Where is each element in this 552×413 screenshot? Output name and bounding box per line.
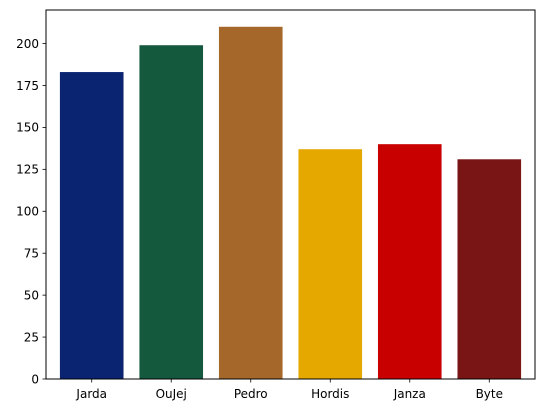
- x-tick-label: Janza: [393, 387, 426, 401]
- y-tick-label: 50: [24, 288, 39, 302]
- y-tick-label: 150: [16, 121, 39, 135]
- bar-byte: [457, 159, 522, 379]
- bar-jarda: [59, 72, 124, 379]
- y-tick-label: 0: [31, 372, 39, 386]
- x-tick-label: Jarda: [75, 387, 107, 401]
- x-tick-label: OuJej: [156, 387, 187, 401]
- y-tick-label: 100: [16, 205, 39, 219]
- y-tick-label: 175: [16, 79, 39, 93]
- x-tick-label: Byte: [476, 387, 503, 401]
- y-tick-label: 125: [16, 163, 39, 177]
- y-axis: 0 25 50 75 100 125 150 175 200: [16, 37, 46, 386]
- bar-hordis: [298, 149, 363, 379]
- y-tick-label: 200: [16, 37, 39, 51]
- bar-janza: [377, 144, 442, 379]
- y-tick-label: 75: [24, 247, 39, 261]
- bars-layer: [59, 26, 522, 380]
- plot-frame: [45, 9, 536, 380]
- bar-pedro: [218, 26, 283, 380]
- x-axis: Jarda OuJej Pedro Hordis Janza Byte: [75, 379, 503, 401]
- bar-oujej: [139, 45, 204, 379]
- y-tick-label: 25: [24, 330, 39, 344]
- x-tick-label: Pedro: [234, 387, 268, 401]
- x-tick-label: Hordis: [311, 387, 349, 401]
